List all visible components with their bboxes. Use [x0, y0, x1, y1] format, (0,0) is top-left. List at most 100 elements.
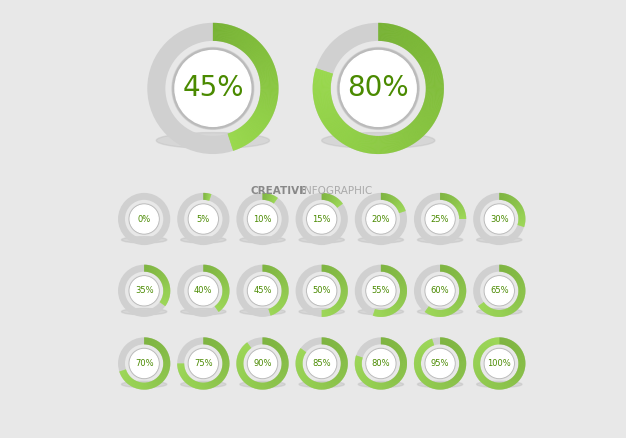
Circle shape [248, 276, 277, 305]
Circle shape [175, 50, 251, 126]
Ellipse shape [358, 381, 404, 388]
Text: 45%: 45% [182, 74, 244, 102]
Circle shape [307, 205, 336, 233]
Circle shape [485, 204, 514, 234]
Circle shape [130, 350, 158, 378]
Ellipse shape [181, 237, 226, 243]
Circle shape [307, 205, 336, 233]
Circle shape [426, 349, 455, 378]
Circle shape [485, 204, 514, 234]
Ellipse shape [181, 381, 226, 388]
Circle shape [426, 277, 454, 305]
Circle shape [485, 276, 513, 305]
Circle shape [366, 349, 396, 378]
Circle shape [367, 205, 395, 233]
Circle shape [426, 276, 455, 306]
Circle shape [130, 276, 159, 306]
Circle shape [247, 204, 278, 234]
Circle shape [172, 47, 254, 129]
Text: 65%: 65% [490, 286, 508, 295]
Circle shape [173, 49, 253, 128]
Text: 25%: 25% [431, 215, 449, 223]
Circle shape [366, 276, 396, 306]
Text: 0%: 0% [138, 215, 151, 223]
Circle shape [188, 276, 218, 306]
Circle shape [174, 49, 252, 127]
Circle shape [425, 349, 455, 378]
Text: 60%: 60% [431, 286, 449, 295]
Text: 5%: 5% [197, 215, 210, 223]
Circle shape [307, 276, 336, 306]
Circle shape [367, 277, 395, 305]
Circle shape [130, 204, 159, 234]
Circle shape [307, 276, 337, 306]
Circle shape [366, 349, 396, 378]
Circle shape [307, 204, 337, 234]
Ellipse shape [240, 237, 285, 243]
Circle shape [129, 204, 159, 234]
Circle shape [188, 276, 218, 306]
Circle shape [485, 349, 514, 378]
Circle shape [247, 276, 278, 306]
Circle shape [130, 205, 158, 233]
Circle shape [129, 204, 159, 234]
Text: 20%: 20% [372, 215, 390, 223]
Circle shape [173, 48, 254, 129]
Text: 45%: 45% [254, 286, 272, 295]
Circle shape [189, 205, 217, 233]
Circle shape [367, 276, 395, 305]
Circle shape [425, 276, 455, 306]
Circle shape [366, 204, 396, 234]
Circle shape [307, 276, 336, 305]
Ellipse shape [418, 381, 463, 388]
Circle shape [341, 50, 416, 126]
Circle shape [425, 276, 455, 306]
Circle shape [248, 276, 277, 306]
Circle shape [249, 349, 277, 378]
Circle shape [247, 348, 278, 378]
Circle shape [189, 205, 218, 233]
Ellipse shape [299, 308, 344, 315]
Circle shape [366, 276, 396, 306]
Ellipse shape [322, 133, 435, 148]
Circle shape [130, 349, 158, 378]
Circle shape [307, 276, 337, 306]
Circle shape [339, 49, 418, 127]
Circle shape [249, 205, 277, 233]
Text: 30%: 30% [490, 215, 508, 223]
Circle shape [188, 204, 218, 234]
Circle shape [485, 349, 514, 378]
Circle shape [248, 204, 277, 234]
Circle shape [367, 349, 395, 378]
Circle shape [130, 277, 158, 305]
Circle shape [307, 349, 336, 378]
Circle shape [248, 349, 277, 378]
Ellipse shape [418, 237, 463, 243]
Circle shape [249, 277, 277, 305]
Circle shape [130, 205, 158, 233]
Text: 95%: 95% [431, 359, 449, 368]
Circle shape [130, 276, 158, 305]
Ellipse shape [121, 237, 167, 243]
Text: INFOGRAPHIC: INFOGRAPHIC [301, 186, 372, 196]
Circle shape [426, 276, 454, 305]
Circle shape [188, 276, 218, 306]
Ellipse shape [181, 308, 226, 315]
Circle shape [249, 276, 277, 305]
Text: 55%: 55% [372, 286, 390, 295]
Circle shape [425, 348, 455, 378]
Circle shape [189, 276, 218, 305]
Text: 90%: 90% [254, 359, 272, 368]
Circle shape [366, 204, 396, 234]
Circle shape [307, 350, 336, 378]
Circle shape [340, 50, 417, 127]
Circle shape [426, 205, 454, 233]
Text: 15%: 15% [312, 215, 331, 223]
Circle shape [188, 204, 218, 234]
Circle shape [129, 276, 159, 306]
Ellipse shape [358, 237, 404, 243]
Circle shape [248, 205, 277, 233]
Circle shape [307, 277, 336, 305]
Circle shape [485, 276, 514, 306]
Circle shape [484, 276, 515, 306]
